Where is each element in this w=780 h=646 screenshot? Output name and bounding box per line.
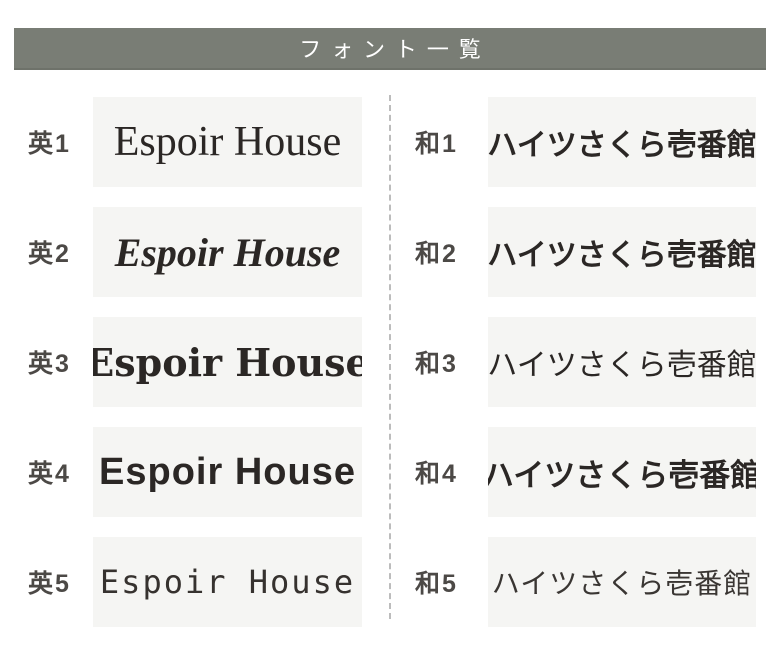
- font-sample-text: Espoir House: [114, 229, 341, 275]
- font-sample-text: ハイツさくら壱番館: [488, 349, 756, 382]
- font-sample-text: ハイツさくら壱番館: [488, 457, 756, 493]
- font-sample-box: ハイツさくら壱番館: [488, 97, 756, 187]
- font-sample-text: ハイツさくら壱番館: [488, 239, 756, 272]
- font-sample-text: Espoir House: [113, 119, 342, 165]
- font-sample-box: Espoir House: [93, 317, 362, 407]
- font-row-en3: 英3 Espoir House: [28, 317, 362, 407]
- font-sample-text: Espoir House: [99, 563, 356, 601]
- font-sample-box: Espoir House: [93, 537, 362, 627]
- font-sample-text: Espoir House: [99, 450, 356, 493]
- font-row-label: 英1: [28, 130, 71, 158]
- font-row-label: 英3: [28, 350, 71, 378]
- font-row-en4: 英4 Espoir House: [28, 427, 362, 517]
- font-sample-box: ハイツさくら壱番館: [488, 537, 756, 627]
- page-title: フォント一覧: [14, 28, 766, 70]
- font-row-ja1: 和1 ハイツさくら壱番館: [415, 97, 756, 187]
- font-row-label: 英5: [28, 570, 71, 598]
- column-divider: [389, 95, 391, 619]
- font-sample-box: ハイツさくら壱番館: [488, 427, 756, 517]
- font-sample-text: Espoir House: [93, 339, 362, 385]
- font-sample-box: Espoir House: [93, 427, 362, 517]
- font-row-en5: 英5 Espoir House: [28, 537, 362, 627]
- font-row-en1: 英1 Espoir House: [28, 97, 362, 187]
- font-sample-box: ハイツさくら壱番館: [488, 317, 756, 407]
- font-row-ja2: 和2 ハイツさくら壱番館: [415, 207, 756, 297]
- font-sample-text: ハイツさくら壱番館: [491, 568, 753, 599]
- font-columns: 英1 Espoir House 英2 Espoir House 英3 Espoi…: [0, 95, 756, 627]
- font-sample-box: ハイツさくら壱番館: [488, 207, 756, 297]
- font-sample-text: ハイツさくら壱番館: [488, 129, 756, 162]
- font-row-ja5: 和5 ハイツさくら壱番館: [415, 537, 756, 627]
- font-row-label: 英2: [28, 240, 71, 268]
- font-row-en2: 英2 Espoir House: [28, 207, 362, 297]
- font-row-label: 和5: [415, 570, 458, 598]
- font-row-ja3: 和3 ハイツさくら壱番館: [415, 317, 756, 407]
- font-row-label: 和1: [415, 130, 458, 158]
- japanese-font-column: 和1 ハイツさくら壱番館 和2 ハイツさくら壱番館 和3 ハイツさくら壱番館 和…: [415, 97, 756, 627]
- font-row-ja4: 和4 ハイツさくら壱番館: [415, 427, 756, 517]
- font-sample-box: Espoir House: [93, 97, 362, 187]
- font-row-label: 和4: [415, 460, 458, 488]
- font-row-label: 英4: [28, 460, 71, 488]
- font-sample-box: Espoir House: [93, 207, 362, 297]
- font-row-label: 和2: [415, 240, 458, 268]
- english-font-column: 英1 Espoir House 英2 Espoir House 英3 Espoi…: [28, 97, 362, 627]
- font-row-label: 和3: [415, 350, 458, 378]
